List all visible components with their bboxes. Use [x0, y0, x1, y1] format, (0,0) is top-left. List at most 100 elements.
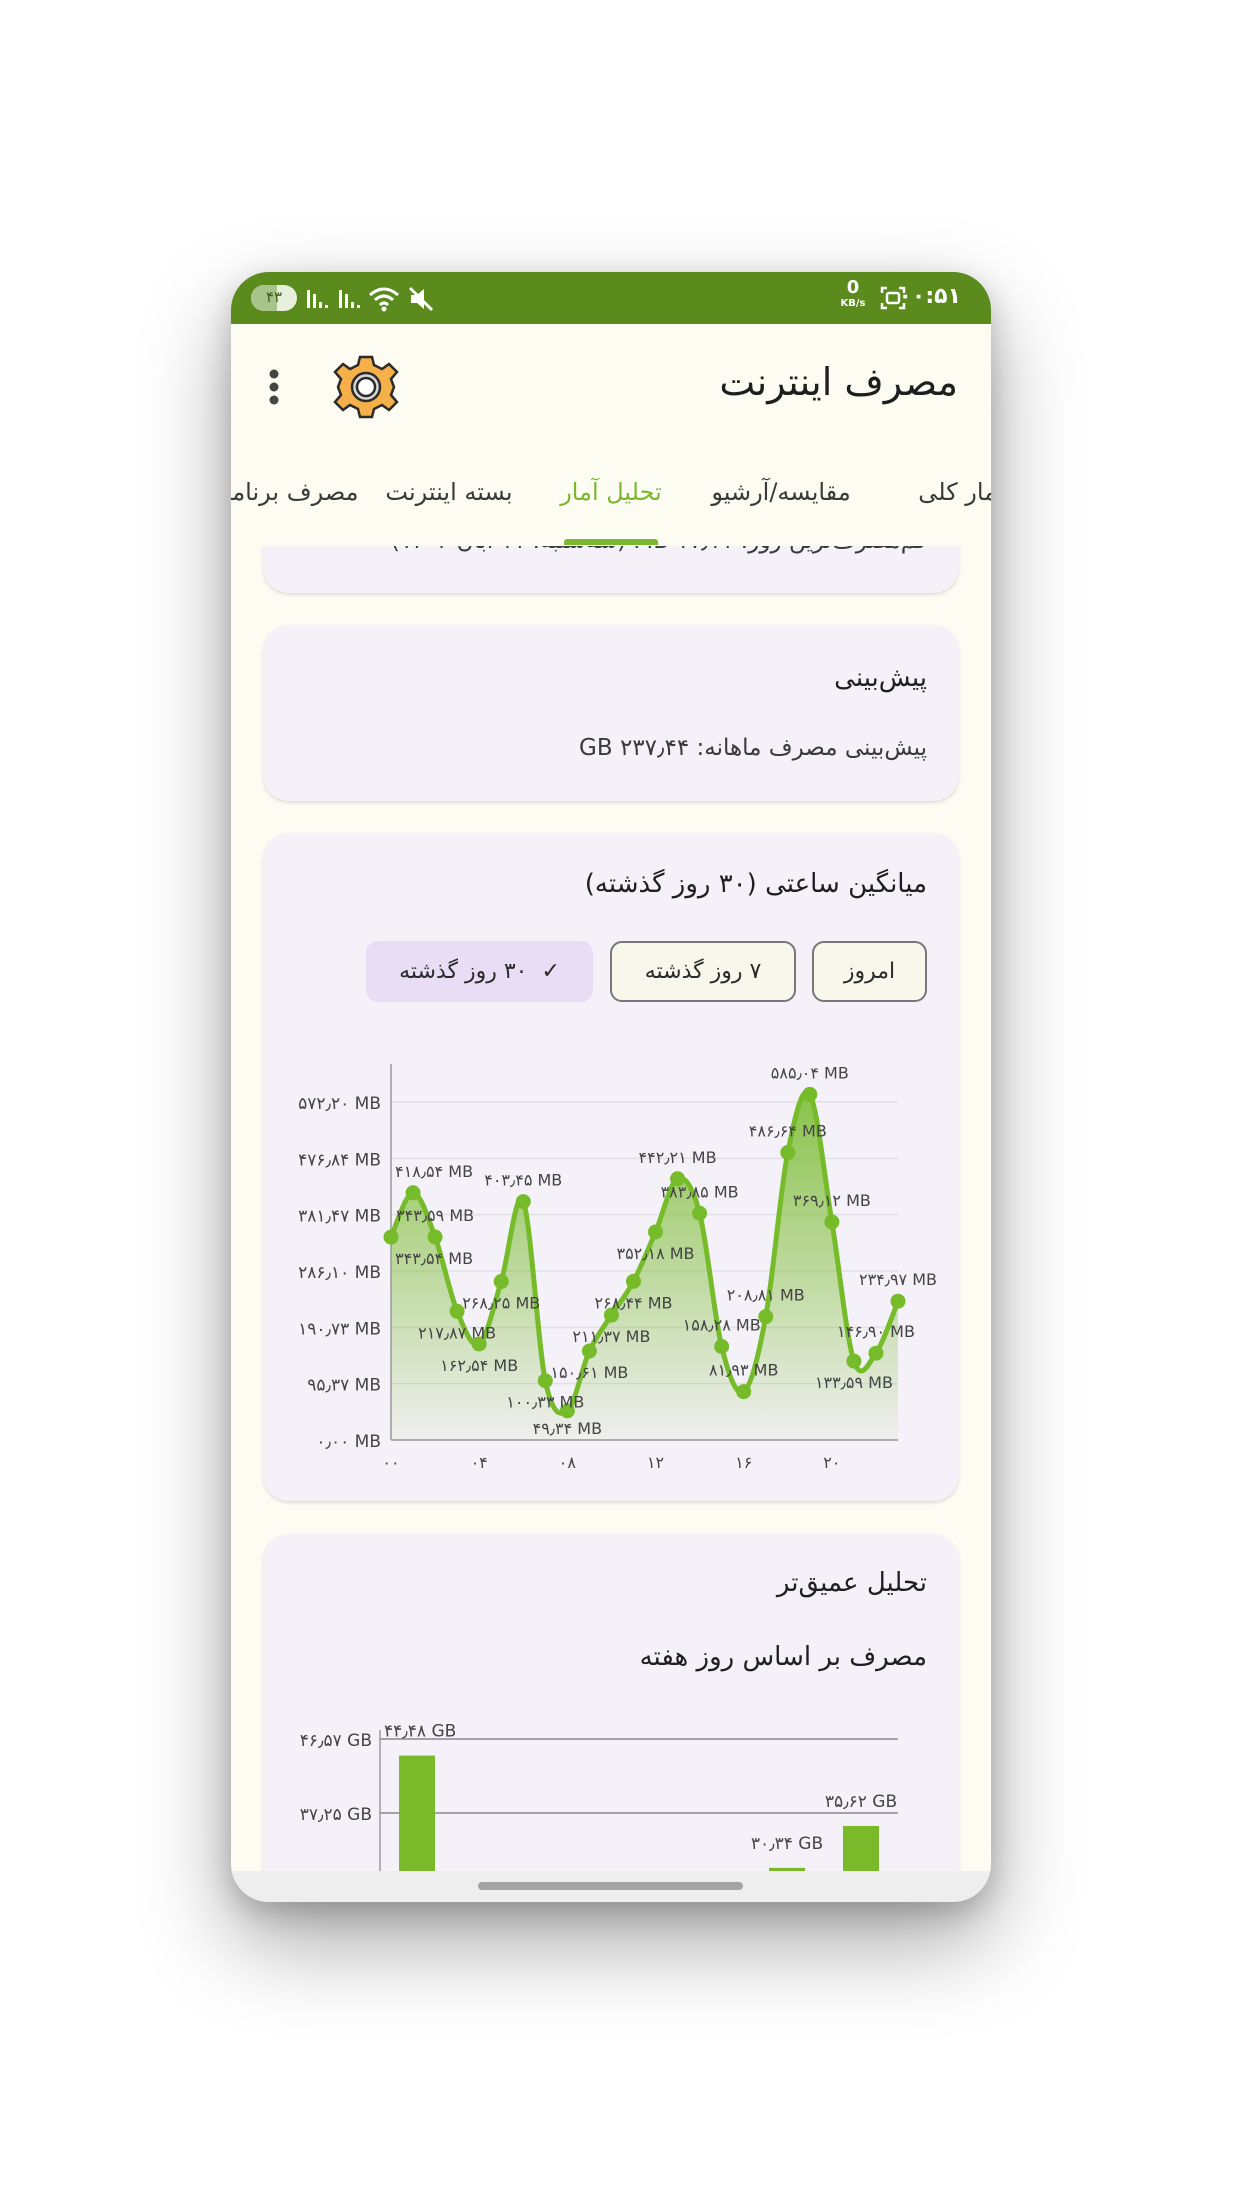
content-scroll[interactable]: کم‌مصرف‌ترین روز: ۱۷٫۱۱ MB (سه‌شنبه، ۱۱ … — [231, 546, 991, 1871]
y-tick-label: ۹۵٫۳۷ MB — [307, 1376, 381, 1396]
mute-icon — [408, 286, 434, 312]
data-point — [868, 1345, 884, 1361]
data-point — [890, 1293, 906, 1309]
data-point — [670, 1171, 686, 1187]
least-usage-card: کم‌مصرف‌ترین روز: ۱۷٫۱۱ MB (سه‌شنبه، ۱۱ … — [263, 546, 959, 593]
tab-app-usage[interactable]: مصرف برنامه‌ها — [231, 478, 359, 506]
data-label: ۱۰۰٫۳۳ MB — [506, 1393, 584, 1412]
data-point — [802, 1086, 818, 1102]
bar — [843, 1825, 879, 1871]
check-icon: ✓ — [541, 959, 560, 984]
data-point — [427, 1229, 443, 1245]
data-label: ۲۱۱٫۳۷ MB — [572, 1327, 650, 1346]
y-tick-label: ۰٫۰۰ MB — [316, 1432, 381, 1452]
net-speed: 0 KB/s — [840, 277, 866, 310]
data-label: ۱۵۰٫۶۱ MB — [550, 1363, 628, 1382]
weekday-usage-subtitle: مصرف بر اساس روز هفته — [639, 1642, 927, 1672]
y-tick-label: ۴۶٫۵۷ GB — [300, 1731, 372, 1751]
bar — [769, 1867, 805, 1871]
tab-analysis[interactable]: تحلیل آمار — [560, 478, 662, 506]
y-tick-label: ۵۷۲٫۲۰ MB — [298, 1094, 381, 1114]
wifi-icon — [369, 287, 399, 312]
battery-indicator: ۴۳ — [251, 285, 297, 311]
y-tick-label: ۳۸۱٫۴۷ MB — [298, 1207, 381, 1227]
data-label: ۸۱٫۹۳ MB — [709, 1361, 778, 1380]
app-title: مصرف اینترنت — [719, 360, 958, 404]
chip-today[interactable]: امروز — [812, 941, 927, 1002]
gear-icon[interactable] — [333, 354, 399, 420]
status-bar: ۴۳ 0 KB/s ۰۰:۵۱ — [231, 272, 991, 324]
data-point — [625, 1273, 641, 1289]
data-label: ۱۵۸٫۲۸ MB — [683, 1316, 761, 1335]
forecast-title: پیش‌بینی — [834, 663, 927, 693]
data-label: ۳۵۲٫۱۸ MB — [616, 1244, 694, 1263]
navigation-bar — [231, 1871, 991, 1902]
data-point — [603, 1307, 619, 1323]
chip-7-days[interactable]: ۷ روز گذشته — [610, 941, 796, 1002]
y-tick-label: ۳۷٫۲۵ GB — [300, 1805, 372, 1825]
y-tick-label: ۴۷۶٫۸۴ MB — [298, 1150, 381, 1170]
tab-overview[interactable]: آمار کلی — [918, 478, 991, 506]
data-point — [714, 1339, 730, 1355]
data-point — [537, 1373, 553, 1389]
chip-30-days[interactable]: ✓ ۳۰ روز گذشته — [366, 941, 593, 1002]
data-label: ۳۴۳٫۵۹ MB — [396, 1206, 474, 1225]
data-point — [846, 1353, 862, 1369]
bar-label: ۴۴٫۴۸ GB — [384, 1722, 456, 1742]
data-label: ۲۰۸٫۸۱ MB — [727, 1286, 805, 1305]
more-vertical-icon[interactable] — [266, 368, 282, 408]
data-label: ۲۶۸٫۲۵ MB — [462, 1294, 540, 1313]
data-point — [449, 1303, 465, 1319]
x-tick-label: ۱۶ — [735, 1453, 752, 1472]
data-label: ۳۸۳٫۸۵ MB — [661, 1182, 739, 1201]
x-tick-label: ۰۴ — [471, 1453, 488, 1472]
deep-analysis-card: تحلیل عمیق‌تر مصرف بر اساس روز هفته — [263, 1534, 959, 1871]
tab-internet-package[interactable]: بسته اینترنت — [385, 478, 513, 506]
data-label: ۴۹٫۳۴ MB — [533, 1419, 602, 1438]
data-point — [493, 1274, 509, 1290]
y-tick-label: ۲۸۶٫۱۰ MB — [298, 1263, 381, 1283]
data-label: ۴۱۸٫۵۴ MB — [395, 1162, 473, 1181]
data-point — [758, 1309, 774, 1325]
signal-icon — [307, 290, 328, 308]
data-point — [515, 1194, 531, 1210]
data-label: ۱۳۳٫۵۹ MB — [815, 1373, 893, 1392]
charts-layer: ۰٫۰۰ MB ۹۵٫۳۷ MB ۱۹۰٫۷۳ MB ۲۸۶٫۱۰ MB ۳۸۱٫۴۷ … — [298, 1063, 937, 1871]
bar-label: ۳۰٫۳۴ GB — [751, 1834, 823, 1854]
data-label: ۴۴۲٫۲۱ MB — [639, 1148, 717, 1167]
signal-icon — [339, 290, 360, 308]
data-point — [581, 1343, 597, 1359]
x-tick-label: ۰۰ — [382, 1453, 399, 1472]
data-point — [824, 1214, 840, 1230]
area-fill — [391, 1092, 898, 1440]
bar — [399, 1755, 435, 1871]
bar-label: ۳۵٫۶۲ GB — [825, 1792, 897, 1812]
active-tab-indicator — [564, 539, 658, 545]
data-point — [405, 1185, 421, 1201]
x-tick-label: ۱۲ — [647, 1453, 664, 1472]
data-point — [383, 1229, 399, 1245]
data-point — [736, 1384, 752, 1400]
x-tick-label: ۲۰ — [823, 1453, 840, 1472]
forecast-card: پیش‌بینی پیش‌بینی مصرف ماهانه: ۲۳۷٫۴۴ GB — [263, 625, 959, 801]
hourly-average-title: میانگین ساعتی (۳۰ روز گذشته) — [584, 869, 927, 899]
clock: ۰۰:۵۱ — [898, 284, 961, 309]
data-label: ۲۳۴٫۹۷ MB — [859, 1270, 937, 1289]
x-tick-label: ۰۸ — [559, 1453, 577, 1472]
data-point — [648, 1224, 664, 1240]
data-label: ۳۶۹٫۱۲ MB — [793, 1191, 871, 1210]
data-label: ۲۶۸٫۴۴ MB — [594, 1293, 672, 1312]
data-label: ۲۱۷٫۸۷ MB — [418, 1323, 496, 1342]
data-label: ۴۰۳٫۴۵ MB — [484, 1171, 562, 1190]
data-point — [559, 1403, 575, 1419]
data-label: ۱۴۶٫۹۰ MB — [837, 1322, 915, 1341]
data-point — [692, 1205, 708, 1221]
tab-compare-archive[interactable]: مقایسه/آرشیو — [711, 478, 851, 506]
least-usage-text: کم‌مصرف‌ترین روز: ۱۷٫۱۱ MB (سه‌شنبه، ۱۱ … — [391, 546, 927, 554]
data-label: ۵۸۵٫۰۴ MB — [771, 1063, 849, 1082]
y-tick-label: ۱۹۰٫۷۳ MB — [298, 1319, 381, 1339]
home-handle[interactable] — [478, 1882, 743, 1890]
screenshot-icon — [880, 286, 906, 310]
data-label: ۱۶۲٫۵۴ MB — [440, 1356, 518, 1375]
data-point — [780, 1145, 796, 1161]
